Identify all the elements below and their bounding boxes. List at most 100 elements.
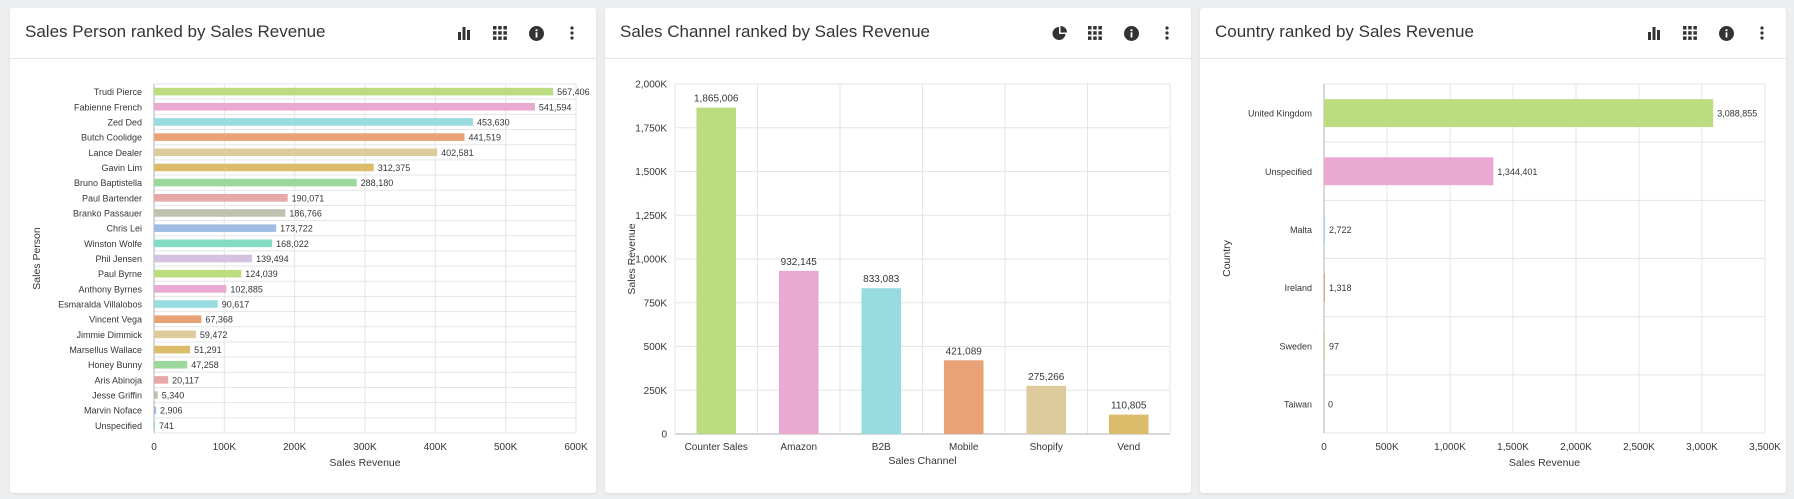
panel-sales-channel: Sales Channel ranked by Sales Revenue 0 2… (605, 8, 1191, 493)
more-icon[interactable] (1149, 20, 1185, 46)
bar (154, 330, 196, 339)
x-tick-label: 0 (1321, 442, 1327, 453)
bar (1324, 331, 1325, 360)
category-label: Anthony Byrnes (78, 284, 142, 294)
value-label: 59,472 (200, 330, 228, 340)
x-tick-label: 500K (494, 442, 518, 453)
category-label: Vincent Vega (89, 315, 142, 325)
bar (154, 315, 202, 323)
category-label: Gavin Lim (101, 163, 142, 173)
value-label: 1,318 (1329, 283, 1352, 293)
more-icon[interactable] (1744, 20, 1780, 46)
category-label: Fabienne French (74, 102, 142, 112)
value-label: 567,406 (557, 87, 590, 97)
panel-sales-person: Sales Person ranked by Sales Revenue 0 10… (10, 8, 596, 493)
bar (154, 376, 169, 384)
value-label: 97 (1329, 341, 1339, 351)
category-label: Marvin Noface (84, 406, 142, 416)
x-tick-label: 400K (424, 442, 448, 453)
category-label: Zed Ded (107, 117, 142, 127)
x-tick-label: 1,000K (1434, 442, 1466, 453)
panel-country: Country ranked by Sales Revenue 0 500K 1,0… (1200, 8, 1786, 493)
value-label: 288,180 (361, 178, 394, 188)
value-label: 110,805 (1111, 401, 1147, 412)
grid-icon[interactable] (1077, 20, 1113, 46)
bar-chart-icon[interactable] (446, 20, 482, 46)
panel-toolbar (1636, 20, 1780, 46)
category-label: United Kingdom (1248, 109, 1312, 119)
category-label: Jesse Griffin (92, 391, 142, 401)
value-label: 275,266 (1028, 372, 1065, 383)
bar (943, 360, 984, 434)
category-label: Trudi Pierce (94, 87, 142, 97)
category-label: Lance Dealer (88, 148, 142, 158)
category-label: Ireland (1284, 283, 1312, 293)
panel-title: Sales Person ranked by Sales Revenue (25, 22, 326, 41)
category-label: Aris Abinoja (94, 375, 142, 385)
info-icon[interactable] (518, 20, 554, 46)
x-tick-label: 1,500K (1497, 442, 1529, 453)
category-label: Jimmie Dimmick (77, 330, 143, 340)
x-axis-title: Sales Channel (888, 455, 956, 467)
bar (154, 178, 357, 187)
bar (1324, 99, 1714, 128)
info-icon[interactable] (1113, 20, 1149, 46)
bar (1108, 414, 1149, 434)
y-tick-label: 250K (644, 386, 668, 397)
value-label: 173,722 (280, 224, 313, 234)
bar (154, 406, 157, 415)
x-tick-label: 600K (564, 442, 588, 453)
category-label: Malta (1290, 225, 1312, 235)
bar (1324, 273, 1325, 302)
panel-header: Country ranked by Sales Revenue (1200, 8, 1786, 59)
x-axis-title: Sales Revenue (329, 457, 400, 469)
x-tick-label: 3,000K (1686, 442, 1718, 453)
x-tick-label: 2,000K (1560, 442, 1592, 453)
value-label: 441,519 (469, 133, 502, 143)
bar (154, 194, 288, 202)
category-label: Mobile (949, 442, 979, 453)
value-label: 2,722 (1329, 225, 1352, 235)
bar (154, 300, 218, 308)
category-label: Amazon (780, 442, 817, 453)
category-label: Sweden (1279, 341, 1312, 351)
x-tick-label: 100K (213, 442, 237, 453)
bar-chart-icon[interactable] (1636, 20, 1672, 46)
category-label: Winston Wolfe (84, 239, 142, 249)
x-tick-label: 500K (1375, 442, 1399, 453)
value-label: 0 (1328, 399, 1333, 409)
value-label: 168,022 (276, 239, 309, 249)
value-label: 741 (159, 421, 174, 431)
bar (154, 148, 438, 157)
bar (154, 224, 277, 232)
grid-icon[interactable] (1672, 20, 1708, 46)
category-label: Chris Lei (106, 224, 142, 234)
category-label: Paul Byrne (98, 269, 142, 279)
info-icon[interactable] (1708, 20, 1744, 46)
panel-toolbar (1041, 20, 1185, 46)
value-label: 453,630 (477, 117, 510, 127)
bar (154, 163, 374, 172)
value-label: 190,071 (292, 193, 325, 203)
x-tick-label: 3,500K (1749, 442, 1781, 453)
value-label: 90,617 (222, 300, 250, 310)
x-tick-label: 300K (353, 442, 377, 453)
category-label: Branko Passauer (73, 208, 142, 218)
more-icon[interactable] (554, 20, 590, 46)
value-label: 3,088,855 (1717, 109, 1757, 119)
category-label: Shopify (1030, 442, 1063, 453)
category-label: Esmaralda Villalobos (58, 300, 142, 310)
panel-title: Sales Channel ranked by Sales Revenue (620, 22, 930, 41)
sales-person-chart: 0 100K 200K 300K 400K 500K 600K Trudi Pierce 567… (31, 83, 590, 469)
category-label: Taiwan (1284, 399, 1312, 409)
y-tick-label: 500K (644, 342, 668, 353)
bar (154, 87, 554, 96)
pie-chart-icon[interactable] (1041, 20, 1077, 46)
grid-icon[interactable] (482, 20, 518, 46)
value-label: 51,291 (194, 345, 222, 355)
bar (154, 102, 535, 111)
category-label: Unspecified (95, 421, 142, 431)
value-label: 124,039 (245, 269, 278, 279)
bar (1324, 157, 1494, 186)
bar (861, 288, 902, 434)
